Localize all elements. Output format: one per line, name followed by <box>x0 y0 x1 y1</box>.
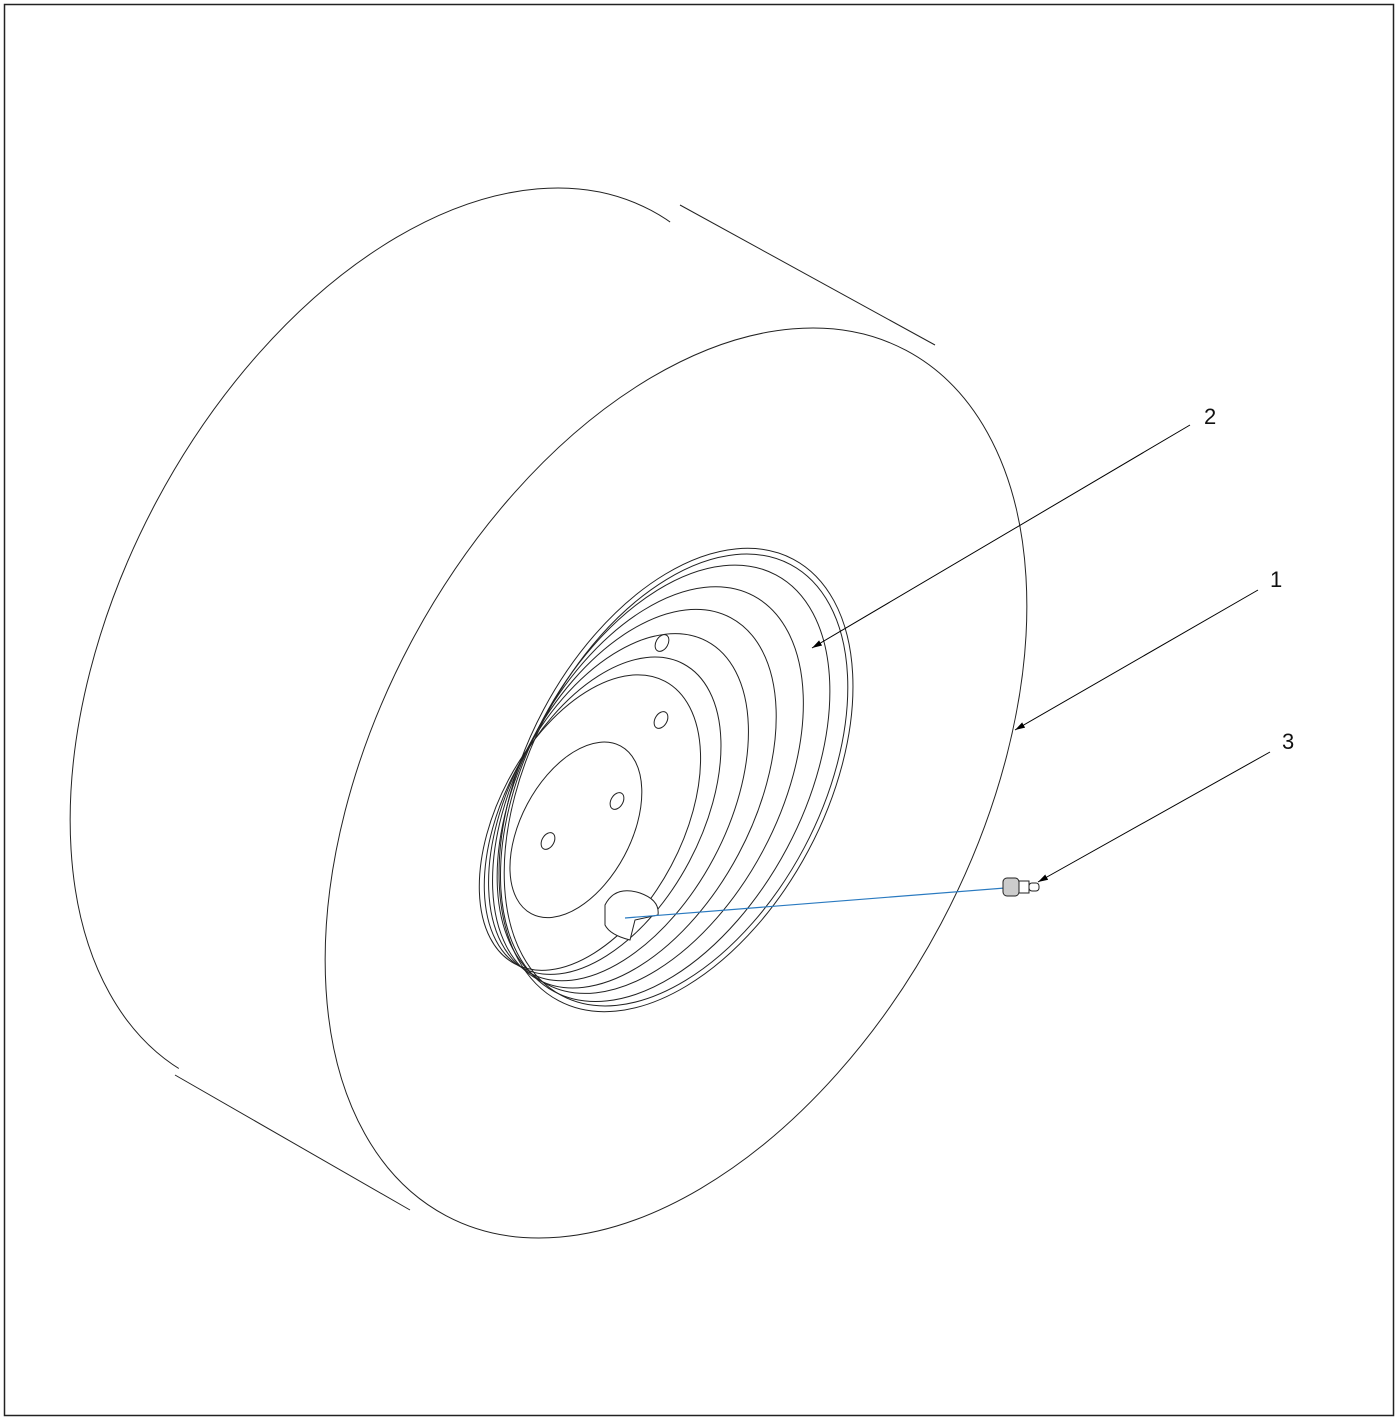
leader-line <box>811 424 1191 649</box>
callout-label: 2 <box>1204 404 1216 429</box>
valve-hole <box>604 890 659 941</box>
rim <box>478 547 854 1013</box>
tire <box>69 187 1028 1239</box>
assembly-line <box>624 887 1006 919</box>
callout-label: 3 <box>1282 729 1294 754</box>
callouts: 2 1 3 <box>811 404 1294 883</box>
valve-stem <box>1002 877 1040 897</box>
bolt-holes <box>540 634 670 850</box>
callout-label: 1 <box>1270 567 1282 592</box>
leader-line <box>1037 751 1271 883</box>
leader-line <box>1014 589 1259 731</box>
